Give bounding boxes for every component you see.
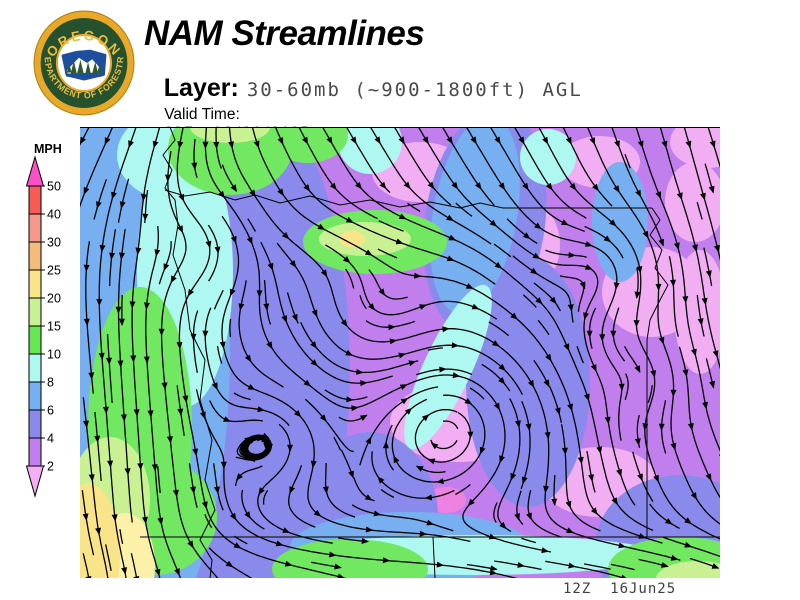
legend-tick-label: 4 [47,432,54,446]
legend-tick-label: 20 [47,292,61,306]
legend-segment [28,353,42,383]
legend-unit-label: MPH [34,142,62,156]
valid-time-label: Valid Time: [164,106,240,123]
legend-segment [28,213,42,243]
layer-row: Layer: 30-60mb (~900-1800ft) AGL [146,56,583,121]
legend-segment [28,269,42,299]
legend-top-arrow [25,155,45,187]
legend-tick-label: 6 [47,404,54,418]
legend-segment [28,409,42,439]
ca-nv-border [432,536,436,578]
legend-tick-label: 30 [47,236,61,250]
streamline-map [80,127,720,578]
legend-segment [28,325,42,355]
odf-logo-icon: OREGON DEPARTMENT OF FORESTRY [33,10,135,116]
legend-segment [28,381,42,411]
layer-value: 30-60mb (~900-1800ft) AGL [246,79,583,101]
legend-tick-label: 25 [47,264,61,278]
state-borders [140,127,720,578]
legend-segment [28,437,42,467]
legend-tick-label: 2 [47,460,54,474]
streamline-arrows [80,136,720,578]
columbia-river-border [164,189,652,209]
map-content [80,127,720,578]
map-timestamp: 12Z 16Jun25 [563,581,677,597]
page-title: NAM Streamlines [144,14,425,53]
legend-segment [28,297,42,327]
coastline [162,127,216,578]
layer-label: Layer: [163,74,239,102]
legend-segment [28,185,42,215]
wind-speed-fill [80,127,720,578]
wind-speed-legend: MPH 50 40 30 25 20 15 10 8 6 4 2 [25,142,62,498]
legend-tick-label: 8 [47,376,54,390]
legend-tick-label: 50 [47,180,61,194]
logo-emblem [61,49,107,81]
legend-bottom-arrow [25,465,45,498]
legend-segment [28,241,42,271]
legend-tick-label: 10 [47,348,61,362]
idaho-border [646,207,669,537]
legend-tick-label: 15 [47,320,61,334]
legend-tick-label: 40 [47,208,61,222]
